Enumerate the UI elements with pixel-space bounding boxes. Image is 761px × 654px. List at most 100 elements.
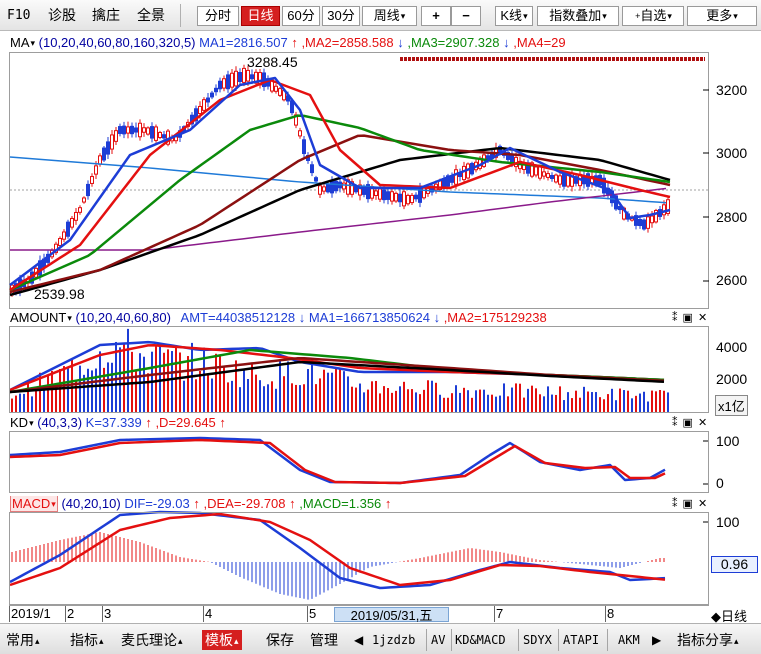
zoom-in-button[interactable]: +	[421, 6, 451, 26]
triangle-up-icon: ▴	[99, 636, 104, 646]
kd-indicator-menu[interactable]: KD	[10, 415, 29, 430]
bottom-menu-bar: 常用▴ 指标▴ 麦氏理论▴ 模板▴ 保存 管理 ◀ 1jzdzb AV KD&M…	[0, 623, 761, 654]
candle-body	[330, 180, 334, 194]
amount-axis-tick: 2000	[716, 371, 748, 387]
amount-ma5-line	[9, 360, 665, 394]
menu-mai-theory[interactable]: 麦氏理论▴	[121, 630, 183, 650]
chevron-down-icon[interactable]: ▾	[30, 38, 36, 48]
kd-window-controls[interactable]: ⁑ ▣ ✕	[672, 417, 709, 429]
toolbar-divider	[180, 4, 181, 27]
ma-black-line	[9, 146, 671, 297]
watchlist-label: 自选	[640, 8, 667, 23]
chevron-down-icon[interactable]: ▾	[29, 418, 34, 428]
menu-template[interactable]: 模板▴	[202, 630, 242, 650]
dif-value: DIF=-29.03	[124, 496, 190, 511]
menu-kd-macd[interactable]: KD&MACD	[455, 633, 506, 647]
index-overlay-menu[interactable]: 指数叠加▾	[537, 6, 619, 26]
candle-body	[358, 184, 362, 196]
menu-atapi[interactable]: ATAPI	[563, 633, 600, 647]
d-value: ,D=29.645	[155, 415, 216, 430]
price-axis-tick: 3200	[716, 82, 748, 98]
menu-indicators[interactable]: 指标▴	[70, 630, 104, 650]
candle-body	[662, 204, 666, 216]
date-label: 5	[309, 606, 317, 621]
menu-akm[interactable]: AKM	[618, 633, 640, 647]
panorama-button[interactable]: 全景	[137, 7, 165, 23]
amount-chart-frame[interactable]	[9, 326, 709, 413]
menu-av[interactable]: AV	[431, 633, 446, 647]
candle-body	[106, 141, 110, 155]
price-axis-tick: 2600	[716, 272, 748, 288]
ma3-line	[9, 114, 671, 292]
d-arrow: ↑	[219, 415, 226, 430]
scroll-left-button[interactable]: ◀	[354, 633, 364, 647]
scroll-right-button[interactable]: ▶	[652, 633, 662, 647]
candle-body	[602, 177, 606, 194]
candle-body	[90, 176, 94, 184]
chevron-down-icon: ▾	[51, 499, 56, 509]
diagnose-button[interactable]: 诊股	[48, 7, 76, 23]
menu-mai-theory-label: 麦氏理论	[121, 632, 177, 648]
menu-indicator-share[interactable]: 指标分享▴	[677, 630, 739, 650]
tab-60min[interactable]: 60分	[282, 6, 320, 26]
ma1-line	[9, 76, 671, 286]
macd-indicator-menu[interactable]: MACD▾	[10, 496, 58, 512]
menu-common[interactable]: 常用▴	[6, 630, 40, 650]
ma-indicator-menu[interactable]: MA	[10, 35, 30, 50]
menu-save[interactable]: 保存	[266, 632, 294, 648]
amount-window-controls[interactable]: ⁑ ▣ ✕	[672, 312, 709, 324]
candle-body	[650, 215, 654, 224]
ma1-arrow: ↑	[291, 35, 298, 50]
candle-body	[238, 72, 242, 82]
d-line	[9, 438, 666, 485]
f10-button[interactable]: F10	[7, 8, 31, 23]
catch-dealer-button[interactable]: 擒庄	[92, 7, 120, 23]
ma320-line	[10, 187, 667, 251]
kd-chart-frame[interactable]	[9, 431, 709, 493]
tab-daily[interactable]: 日线	[241, 6, 280, 26]
triangle-up-icon: ▴	[178, 636, 183, 646]
chevron-down-icon: ▾	[602, 11, 607, 21]
candle-body	[130, 125, 134, 135]
candle-body	[586, 173, 590, 187]
dea-line	[9, 512, 666, 587]
date-tick	[605, 606, 606, 622]
candle-body	[386, 191, 390, 200]
tab-weekly[interactable]: 周线▾	[362, 6, 417, 26]
date-tick	[494, 606, 495, 622]
menu-sdyx[interactable]: SDYX	[523, 633, 552, 647]
more-label: 更多	[706, 8, 733, 23]
candle-body	[398, 193, 402, 203]
candle-body	[462, 165, 466, 181]
more-menu[interactable]: 更多▾	[687, 6, 757, 26]
period-indicator[interactable]: ◆日线	[711, 609, 747, 624]
amount-ma1-value: MA1=166713850624	[308, 310, 430, 325]
tab-intraday[interactable]: 分时	[197, 6, 239, 26]
date-tick	[65, 606, 66, 622]
zoom-out-button[interactable]: −	[451, 6, 481, 26]
menu-manage[interactable]: 管理	[310, 632, 338, 648]
candle-body	[246, 69, 250, 82]
tab-30min[interactable]: 30分	[322, 6, 360, 26]
candle-body	[154, 126, 158, 141]
amt-arrow: ↓	[298, 310, 306, 325]
candle-body	[350, 181, 354, 195]
macd-chart-frame[interactable]	[9, 512, 709, 605]
candle-body	[206, 97, 210, 103]
candle-body	[654, 209, 658, 223]
candle-body	[314, 177, 318, 182]
watchlist-menu[interactable]: +自选▾	[622, 6, 684, 26]
triangle-up-icon: ▴	[35, 636, 40, 646]
candle-body	[402, 191, 406, 207]
candle-body	[226, 74, 230, 90]
candle-body	[382, 189, 386, 201]
date-tick	[203, 606, 204, 622]
menu-1jzdzb[interactable]: 1jzdzb	[372, 633, 416, 647]
kline-menu[interactable]: K线▾	[495, 6, 533, 26]
chevron-down-icon[interactable]: ▾	[67, 313, 72, 323]
amount-indicator-menu[interactable]: AMOUNT	[10, 310, 67, 325]
candle-body	[446, 175, 450, 187]
macd-window-controls[interactable]: ⁑ ▣ ✕	[672, 498, 709, 510]
price-chart-frame[interactable]	[9, 52, 709, 309]
candle-body	[506, 152, 510, 160]
